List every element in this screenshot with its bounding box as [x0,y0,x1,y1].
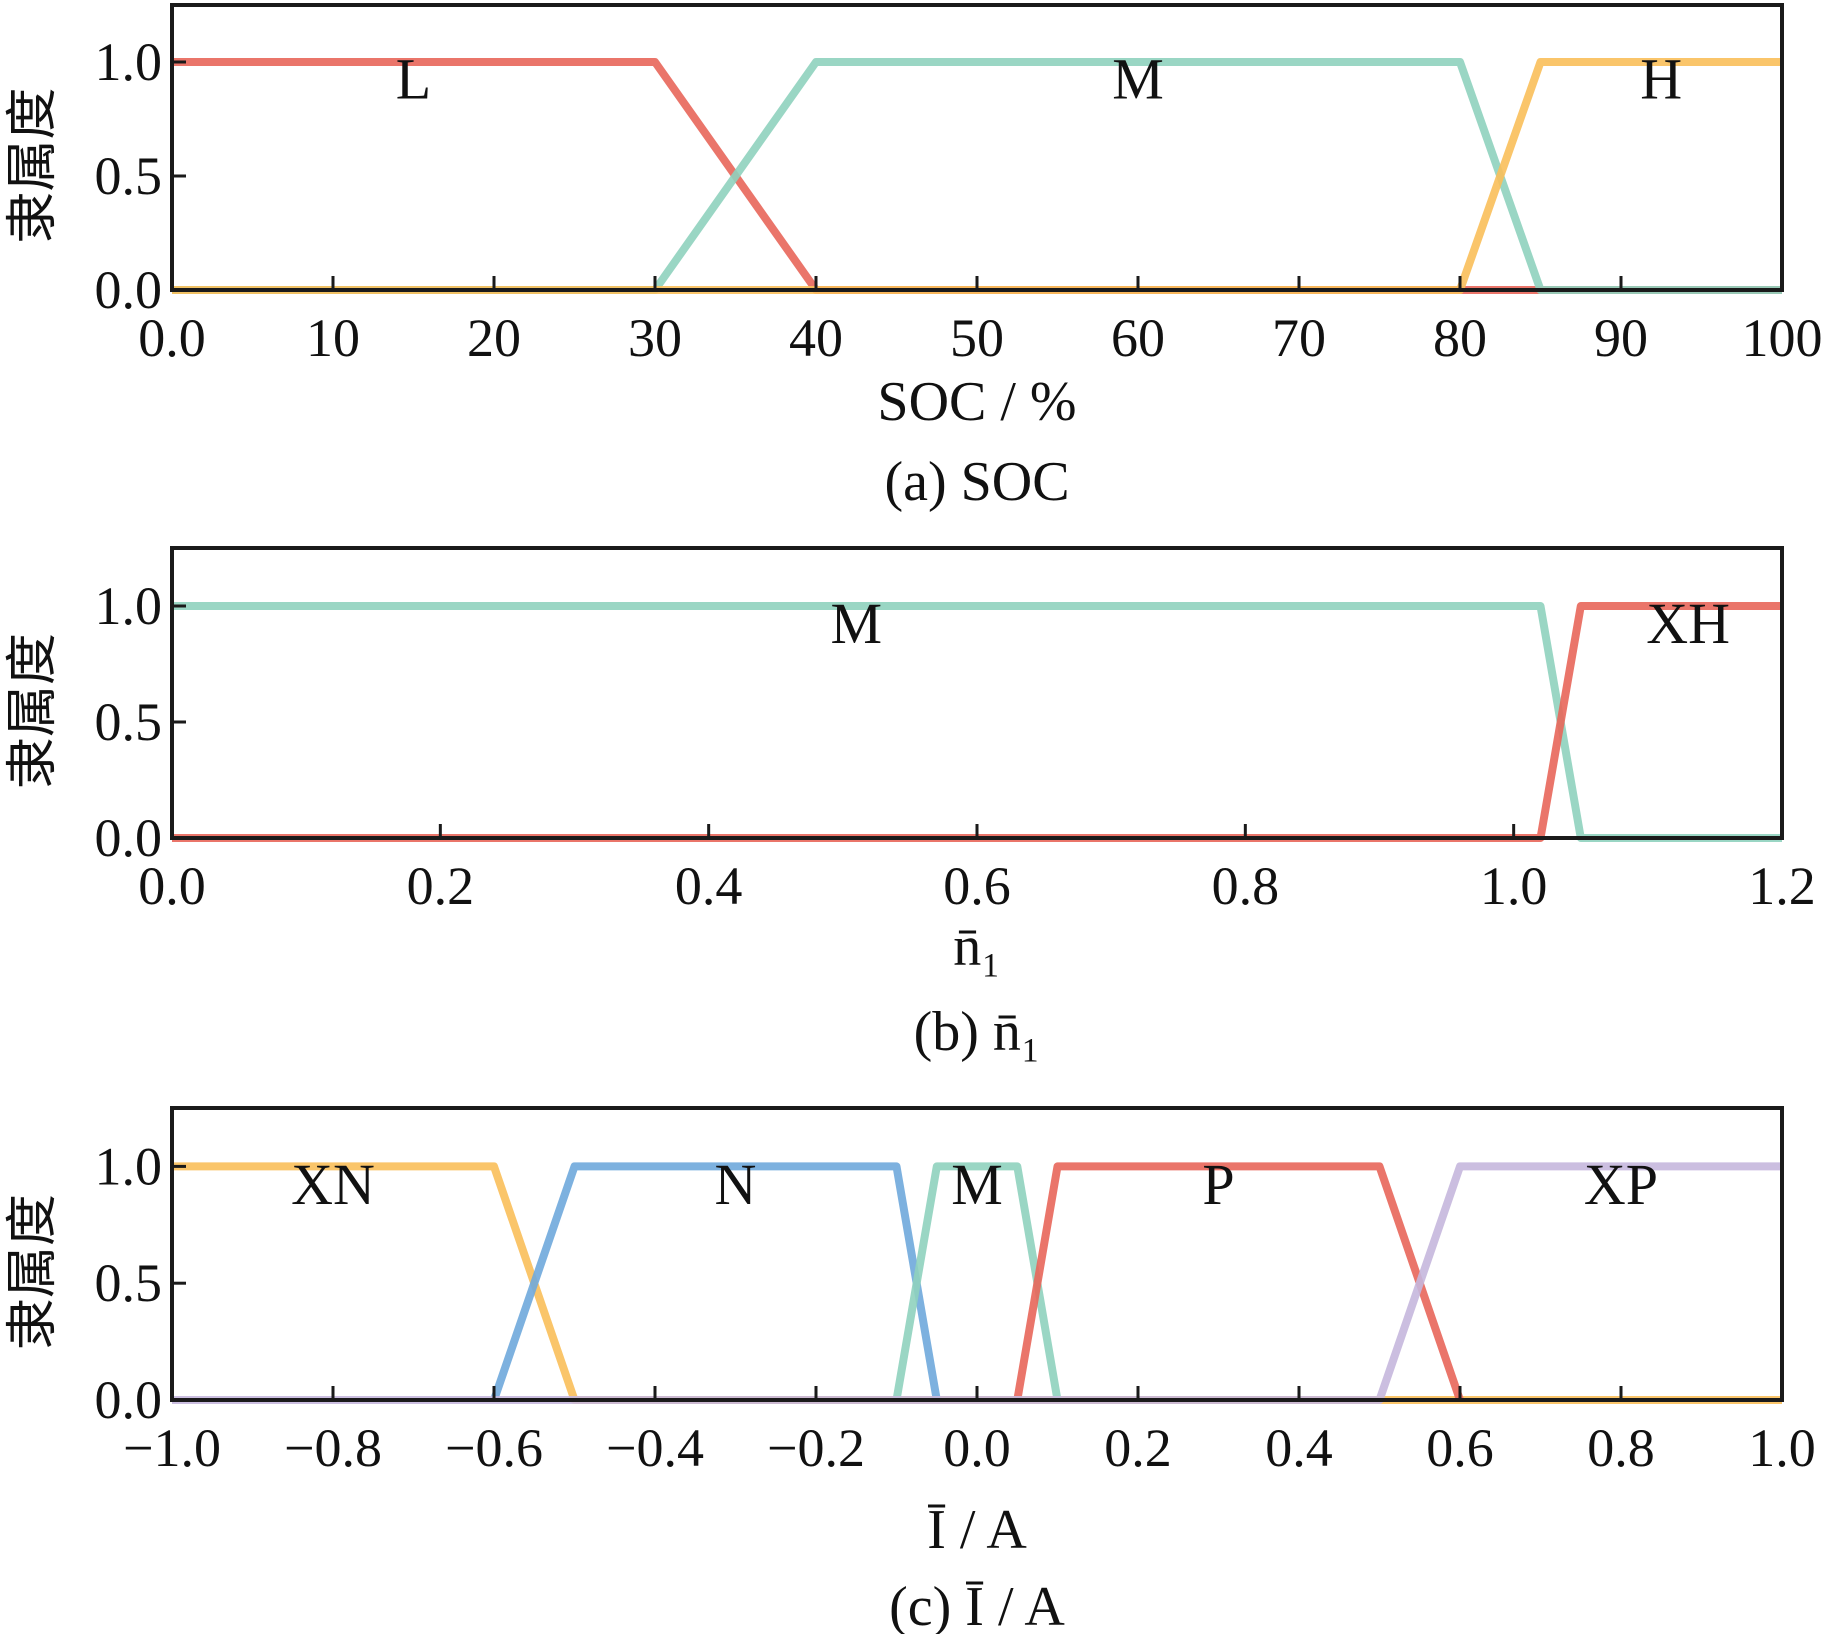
x-axis-label: SOC / % [877,371,1076,433]
y-tick-label: 0.0 [95,1370,163,1430]
x-tick-label: 10 [306,308,360,368]
mf-label-xh: XH [1646,591,1730,656]
x-tick-label: −1.0 [123,1418,221,1478]
series-line-m [172,602,1782,842]
x-tick-label: 0.0 [138,856,206,916]
x-tick-label: 0.2 [1104,1418,1172,1478]
x-tick-label: 0.2 [407,856,475,916]
x-tick-label: 40 [789,308,843,368]
plot-frame [170,546,1784,840]
x-tick-label: 60 [1111,308,1165,368]
x-tick-label: 1.0 [1748,1418,1816,1478]
x-tick-label: 20 [467,308,521,368]
mf-label-p: P [1202,1152,1234,1217]
x-tick-label: 0.4 [1265,1418,1333,1478]
y-axis-label: 隶属度 [3,1194,63,1350]
y-axis-label: 隶属度 [3,87,63,243]
y-axis-label: 隶属度 [3,633,63,789]
x-tick-label: −0.2 [767,1418,865,1478]
x-tick-label: −0.4 [606,1418,704,1478]
mf-label-m: M [951,1152,1003,1217]
x-tick-label: 1.0 [1480,856,1548,916]
x-tick-label: 80 [1433,308,1487,368]
chart-panel-2: 0.0 0.2 0.4 0.6 0.8 1.0 1.2 0.0 0.5 1.0 隶属度 M XH n̄₁ (… [3,546,1816,1063]
x-tick-label: 0.8 [1587,1418,1655,1478]
x-tick-label: 70 [1272,308,1326,368]
panel-caption: (a) SOC [884,451,1069,513]
y-tick-label: 1.0 [95,1136,163,1196]
y-tick-label: 0.0 [95,260,163,320]
mf-label-xn: XN [291,1152,375,1217]
x-tick-label: 0.8 [1212,856,1280,916]
panel-caption: (b) n̄₁ [914,1001,1041,1063]
chart-panel-1: 0.0 10 20 30 40 50 60 70 80 90 100 0.0 0.5 1.0 隶属度 L M H S… [3,3,1823,513]
x-tick-label: 90 [1594,308,1648,368]
series-line-xh [172,602,1782,842]
mf-label-m: M [830,591,882,656]
mf-label-xp: XP [1584,1152,1658,1217]
y-tick-label: 0.5 [95,1253,163,1313]
x-axis-label: n̄₁ [953,916,1001,978]
x-tick-label: 1.2 [1748,856,1816,916]
x-tick-label: 50 [950,308,1004,368]
x-tick-label: −0.6 [445,1418,543,1478]
x-tick-label: 0.6 [943,856,1011,916]
x-tick-label: −0.8 [284,1418,382,1478]
y-tick-label: 0.5 [95,146,163,206]
y-tick-label: 0.0 [95,808,163,868]
y-tick-label: 1.0 [95,576,163,636]
x-tick-label: 30 [628,308,682,368]
x-tick-label: 100 [1742,308,1823,368]
x-tick-label: 0.6 [1426,1418,1494,1478]
chart-panel-3: −1.0 −0.8 −0.6 −0.4 −0.2 0.0 0.2 0.4 0.6 0.8 1.0 0.… [3,1106,1816,1634]
panel-caption: (c) Ī / A [889,1576,1065,1634]
mf-label-m: M [1112,46,1164,111]
x-tick-label: 0.0 [943,1418,1011,1478]
x-tick-label: 0.4 [675,856,743,916]
mf-label-h: H [1640,46,1682,111]
x-axis-label: Ī / A [927,1499,1027,1561]
mf-label-n: N [715,1152,757,1217]
y-tick-label: 0.5 [95,692,163,752]
mf-label-l: L [396,46,431,111]
y-tick-label: 1.0 [95,32,163,92]
x-tick-label: 0.0 [138,308,206,368]
